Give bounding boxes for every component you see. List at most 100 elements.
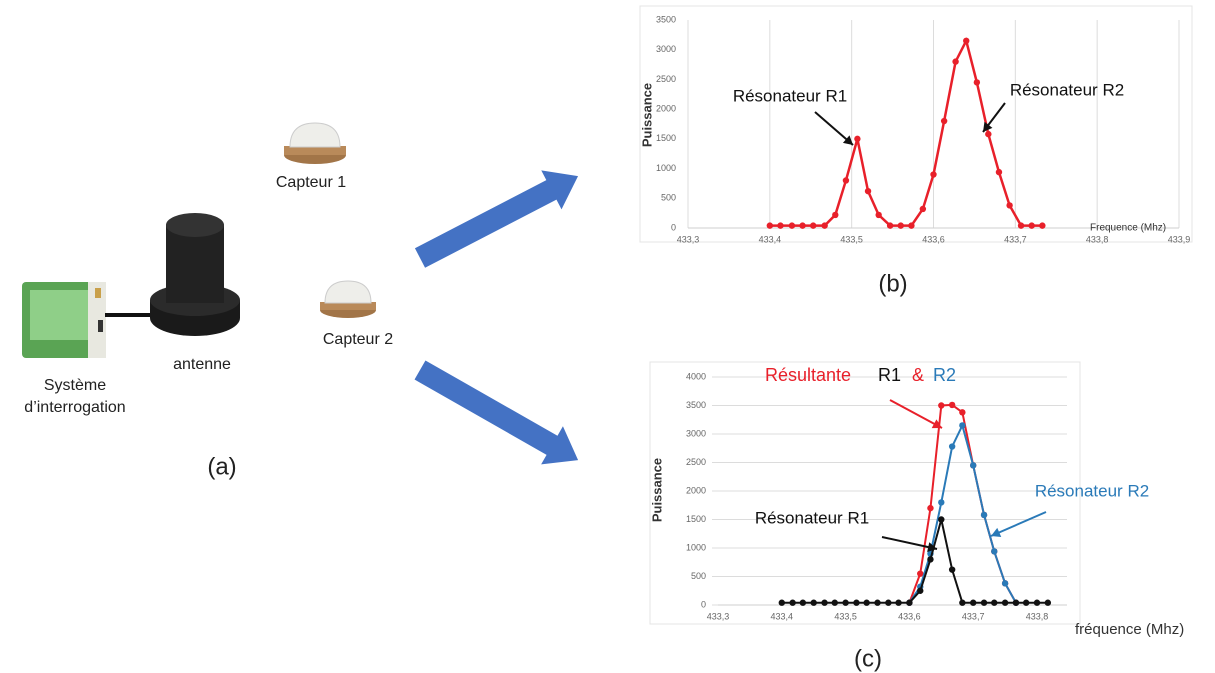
annotation-arrowhead bbox=[983, 121, 993, 132]
arrow bbox=[414, 170, 579, 268]
data-point bbox=[927, 504, 934, 512]
data-point bbox=[930, 171, 937, 178]
x-tick-label: 433,6 bbox=[922, 234, 945, 244]
y-tick-label: 1500 bbox=[686, 514, 706, 524]
x-tick-label: 433,6 bbox=[898, 611, 921, 621]
sensor-1-icon bbox=[284, 122, 346, 164]
annotation-arrow bbox=[881, 536, 938, 550]
data-point bbox=[917, 570, 924, 577]
data-point bbox=[959, 409, 966, 416]
caption: (b) bbox=[878, 270, 907, 297]
annotation: Résonateur R2 bbox=[1010, 80, 1124, 99]
y-tick-label: 0 bbox=[701, 599, 706, 609]
y-tick-label: 2000 bbox=[656, 104, 676, 114]
y-tick-label: 0 bbox=[671, 222, 676, 232]
data-point bbox=[938, 516, 945, 523]
annotation: Résonateur R1 bbox=[755, 508, 869, 527]
y-axis-label: Puissance bbox=[649, 458, 664, 522]
series-line bbox=[769, 37, 1043, 227]
data-point bbox=[842, 599, 849, 606]
x-tick-label: 433,8 bbox=[1026, 611, 1049, 621]
data-point bbox=[766, 222, 774, 229]
y-tick-label: 3000 bbox=[656, 44, 676, 54]
annotation-arrow bbox=[889, 399, 943, 429]
y-tick-label: 1500 bbox=[656, 133, 676, 143]
x-tick-label: 433,5 bbox=[834, 611, 857, 621]
sensor-2-icon bbox=[320, 280, 376, 318]
data-point bbox=[885, 599, 892, 606]
y-tick-label: 3500 bbox=[686, 400, 706, 410]
data-point bbox=[1006, 202, 1013, 209]
data-point bbox=[1012, 599, 1020, 606]
data-point bbox=[919, 205, 927, 213]
x-tick-label: 433,7 bbox=[1004, 234, 1027, 244]
x-tick-label: 433,5 bbox=[840, 234, 863, 244]
data-point bbox=[777, 222, 784, 229]
chart-frame bbox=[639, 5, 1193, 243]
data-point bbox=[788, 222, 796, 229]
data-point bbox=[874, 599, 881, 606]
annotation-arrowhead bbox=[842, 135, 853, 145]
chart-title: R2 bbox=[933, 365, 956, 385]
y-tick-label: 3500 bbox=[656, 14, 676, 24]
data-point bbox=[952, 58, 959, 65]
data-point bbox=[980, 599, 988, 606]
data-point bbox=[908, 222, 915, 229]
arrow bbox=[414, 360, 579, 465]
data-point bbox=[938, 499, 945, 506]
data-point bbox=[895, 599, 902, 606]
y-tick-label: 500 bbox=[691, 571, 706, 581]
data-point bbox=[970, 462, 977, 469]
x-tick-label: 433,7 bbox=[962, 611, 985, 621]
data-point bbox=[897, 222, 904, 229]
data-point bbox=[985, 130, 992, 138]
x-tick-label: 433,3 bbox=[707, 611, 730, 621]
data-point bbox=[810, 222, 817, 229]
y-tick-label: 500 bbox=[661, 193, 676, 203]
system-label: Système bbox=[44, 377, 106, 394]
antenna-label: antenne bbox=[173, 356, 231, 373]
y-tick-label: 1000 bbox=[656, 163, 676, 173]
sensor-2-label: Capteur 2 bbox=[323, 331, 393, 348]
data-point bbox=[1001, 580, 1009, 587]
data-point bbox=[821, 222, 828, 229]
data-point bbox=[799, 222, 806, 229]
data-point bbox=[1033, 599, 1041, 606]
data-point bbox=[831, 599, 838, 606]
data-point bbox=[995, 168, 1003, 176]
y-tick-label: 1000 bbox=[686, 542, 706, 552]
data-point bbox=[1028, 222, 1035, 229]
data-point bbox=[948, 401, 956, 409]
chart-title: R1 bbox=[878, 365, 901, 385]
y-tick-label: 2000 bbox=[686, 485, 706, 495]
data-point bbox=[1039, 222, 1046, 229]
y-tick-label: 3000 bbox=[686, 428, 706, 438]
annotation-arrowhead bbox=[991, 527, 1002, 537]
data-point bbox=[864, 187, 872, 195]
data-point bbox=[991, 548, 998, 555]
data-point bbox=[875, 211, 882, 219]
data-point bbox=[799, 599, 807, 606]
data-point bbox=[940, 117, 948, 125]
antenna-icon bbox=[150, 213, 240, 336]
data-point bbox=[1001, 599, 1009, 606]
data-point bbox=[948, 566, 956, 573]
x-axis-label: Frequence (Mhz) bbox=[1090, 223, 1166, 234]
x-axis-label: fréquence (Mhz) bbox=[1075, 621, 1184, 638]
data-point bbox=[959, 422, 966, 429]
chart-title: & bbox=[912, 365, 924, 385]
data-point bbox=[1044, 599, 1052, 606]
sensor-1-label: Capteur 1 bbox=[276, 174, 346, 191]
data-point bbox=[948, 443, 956, 450]
data-point bbox=[970, 599, 977, 606]
annotation-arrowhead bbox=[927, 542, 937, 552]
data-point bbox=[821, 599, 828, 606]
chart-frame bbox=[649, 361, 1081, 625]
data-point bbox=[842, 177, 850, 184]
y-tick-label: 2500 bbox=[686, 457, 706, 467]
chart-title: Résultante bbox=[765, 365, 851, 385]
caption: (a) bbox=[207, 453, 236, 480]
annotation-arrow bbox=[990, 511, 1047, 537]
data-point bbox=[963, 37, 970, 44]
